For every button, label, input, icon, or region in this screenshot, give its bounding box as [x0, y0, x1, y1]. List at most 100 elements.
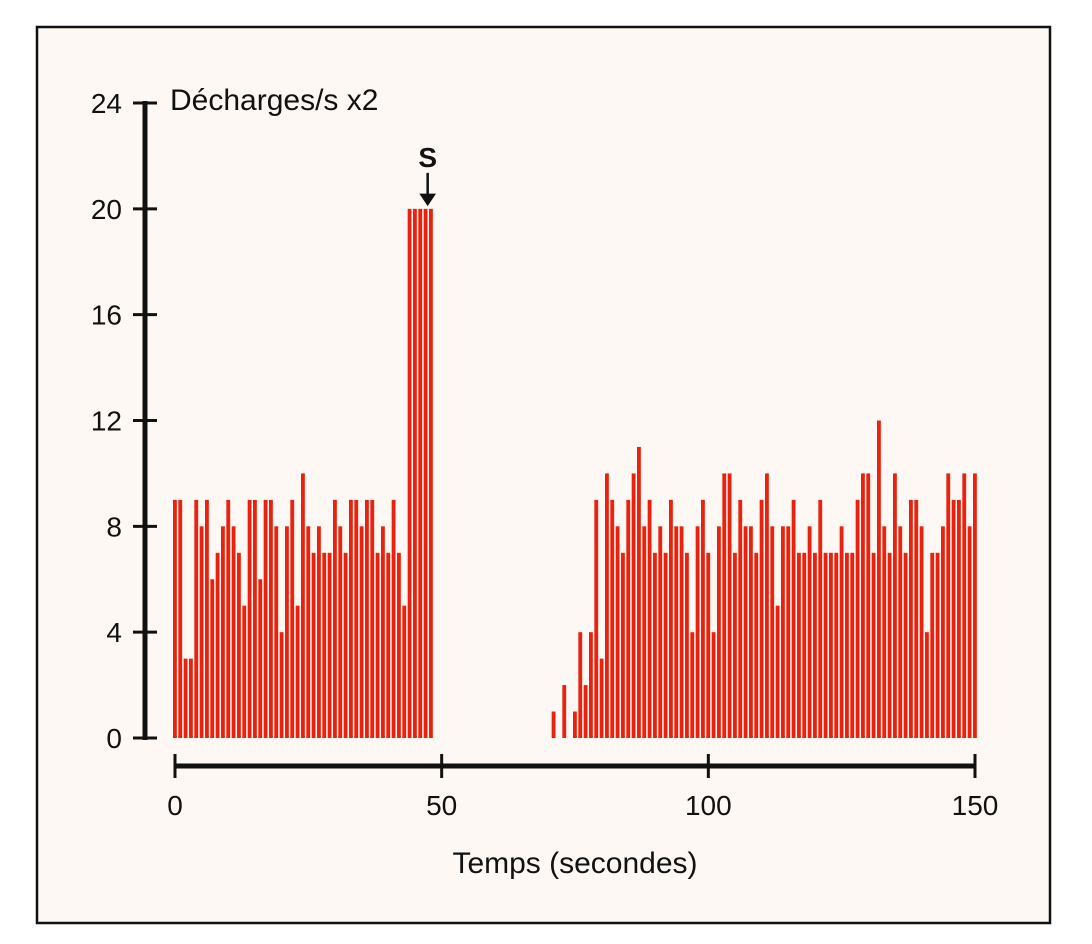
bar [274, 526, 279, 738]
bar [823, 552, 828, 738]
y-axis-label: Décharges/s x2 [170, 84, 378, 117]
bar [290, 499, 295, 739]
bar [269, 499, 273, 739]
bar [605, 473, 609, 738]
bar [759, 499, 764, 739]
bar [749, 526, 753, 738]
figure-frame [35, 25, 1052, 925]
bar [562, 685, 567, 738]
bar [407, 208, 412, 738]
bar [375, 552, 380, 738]
bar [711, 632, 716, 738]
bar [594, 499, 599, 739]
bar [189, 658, 193, 739]
bar [695, 526, 700, 738]
y-tick-label: 16 [91, 300, 122, 331]
bar [813, 552, 817, 738]
bar [285, 526, 289, 738]
bar [551, 711, 556, 738]
stimulus-label: S [418, 142, 437, 173]
bars-group [173, 208, 977, 739]
bar [237, 552, 241, 738]
bar [930, 552, 935, 738]
bar [850, 552, 855, 738]
bar [701, 499, 705, 739]
bar [882, 526, 887, 738]
bar [674, 526, 679, 738]
bar [861, 473, 865, 738]
bar [946, 473, 951, 738]
bar [221, 526, 225, 738]
bar [818, 499, 823, 739]
bar [658, 526, 663, 738]
bar [578, 632, 583, 738]
bar [898, 526, 903, 738]
bar [205, 499, 209, 739]
bar [359, 526, 364, 738]
bar [653, 552, 657, 738]
bar [637, 446, 641, 738]
bar [642, 526, 647, 738]
bar [626, 499, 631, 739]
bar [797, 552, 801, 738]
y-ticks: 0 4 8 12 16 20 24 [91, 88, 157, 754]
bar [887, 552, 892, 738]
bar [199, 526, 204, 738]
bar [413, 208, 417, 738]
bar [573, 711, 577, 738]
bar [381, 526, 385, 738]
bar [391, 499, 396, 739]
bar [877, 420, 881, 738]
bar [226, 499, 231, 739]
bar [429, 208, 433, 738]
bar [871, 552, 876, 738]
bar [317, 526, 321, 738]
bar [295, 605, 300, 738]
bar [706, 552, 711, 738]
bar [210, 579, 215, 738]
bar [679, 526, 684, 738]
bar [173, 499, 177, 739]
bar [855, 499, 860, 739]
bar [951, 499, 956, 739]
bar [615, 526, 620, 738]
bar [754, 552, 759, 738]
bar [589, 632, 593, 738]
bar [242, 605, 247, 738]
bar [770, 526, 775, 738]
bar [733, 552, 737, 738]
bar [935, 552, 940, 738]
bar [386, 552, 391, 738]
bar [301, 473, 305, 738]
bar [333, 499, 337, 739]
bar [311, 552, 316, 738]
bar [839, 526, 844, 738]
bar [941, 526, 945, 738]
bar [349, 499, 353, 739]
bar [647, 499, 652, 739]
bar [919, 526, 924, 738]
bar [962, 473, 967, 738]
bar [967, 526, 972, 738]
bar [775, 605, 780, 738]
bar [717, 526, 721, 738]
bar [722, 473, 727, 738]
y-tick-label: 4 [106, 617, 122, 648]
bar [402, 605, 407, 738]
bar [610, 499, 615, 739]
y-tick-label: 20 [91, 194, 122, 225]
bar [893, 473, 897, 738]
bar [231, 526, 236, 738]
arrow-down-icon [419, 172, 437, 207]
bar [669, 499, 673, 739]
bar [685, 552, 689, 738]
bar [599, 658, 604, 739]
bar [727, 473, 732, 738]
bar [781, 526, 785, 738]
bar [215, 552, 220, 738]
bar [322, 552, 327, 738]
bar [397, 552, 401, 738]
bar [743, 526, 748, 738]
stimulus-annotation: S [418, 142, 437, 207]
bar [909, 499, 913, 739]
